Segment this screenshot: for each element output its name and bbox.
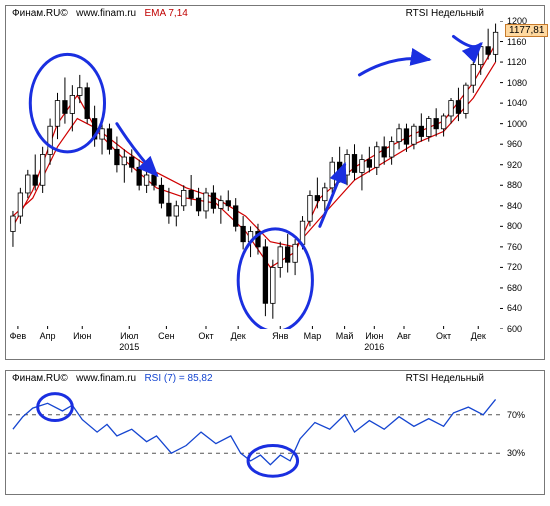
rsi-tick-label: 30%: [507, 448, 525, 458]
last-price-badge: 1177,81: [505, 24, 548, 37]
x-tick-label: Июн: [365, 331, 383, 341]
title-right: RTSI Недельный: [406, 8, 484, 19]
y-tick-label: 960: [507, 139, 522, 149]
y-tick-label: 880: [507, 180, 522, 190]
x-year-label: 2015: [119, 342, 139, 352]
brand-label-sub: Финам.RU© www.finam.ru RSI (7) = 85,82: [12, 373, 213, 384]
y-tick-label: 1160: [507, 37, 526, 47]
x-tick-label: Янв: [272, 331, 288, 341]
y-tick-label: 680: [507, 283, 522, 293]
x-tick-label: Май: [336, 331, 354, 341]
price-chart: [8, 21, 503, 329]
rsi-tick-label: 70%: [507, 410, 525, 420]
x-tick-label: Дек: [471, 331, 486, 341]
x-tick-label: Окт: [198, 331, 213, 341]
x-tick-label: Фев: [10, 331, 27, 341]
y-tick-label: 920: [507, 160, 522, 170]
y-tick-label: 600: [507, 324, 522, 334]
x-tick-label: Июн: [73, 331, 91, 341]
x-tick-label: Дек: [231, 331, 246, 341]
y-tick-label: 640: [507, 303, 522, 313]
x-tick-label: Апр: [40, 331, 56, 341]
rsi-panel: Финам.RU© www.finam.ru RSI (7) = 85,82 R…: [5, 370, 545, 495]
y-tick-label: 800: [507, 221, 522, 231]
x-tick-label: Июл: [120, 331, 138, 341]
chart-screenshot: { "layout": { "width": 550, "height": 50…: [0, 0, 550, 506]
y-tick-label: 1080: [507, 78, 527, 88]
rsi-chart: [8, 386, 503, 482]
y-tick-label: 760: [507, 242, 522, 252]
y-tick-label: 840: [507, 201, 522, 211]
title-right-sub: RTSI Недельный: [406, 373, 484, 384]
y-tick-label: 1120: [507, 57, 526, 67]
price-panel: Финам.RU© www.finam.ru EMA 7,14 RTSI Нед…: [5, 5, 545, 360]
x-tick-label: Авг: [397, 331, 411, 341]
y-tick-label: 720: [507, 262, 522, 272]
x-tick-label: Сен: [158, 331, 174, 341]
x-tick-label: Мар: [304, 331, 322, 341]
x-year-label: 2016: [364, 342, 384, 352]
y-tick-label: 1000: [507, 119, 527, 129]
y-tick-label: 1040: [507, 98, 527, 108]
brand-label: Финам.RU© www.finam.ru EMA 7,14: [12, 8, 188, 19]
x-tick-label: Окт: [436, 331, 451, 341]
